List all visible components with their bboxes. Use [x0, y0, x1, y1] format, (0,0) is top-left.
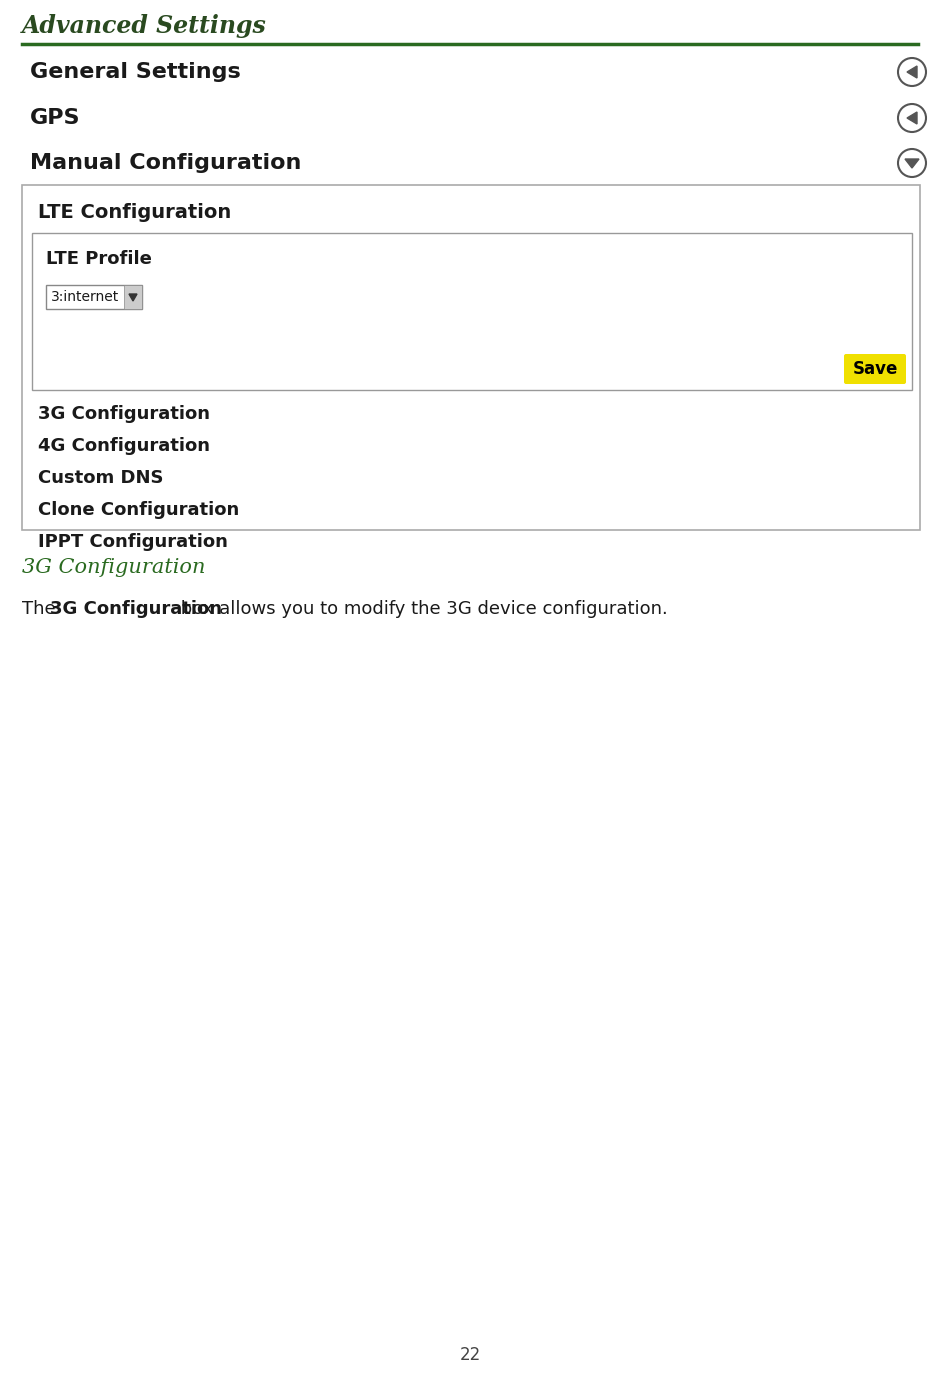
Text: The: The — [22, 600, 61, 618]
Text: Custom DNS: Custom DNS — [38, 470, 164, 487]
Polygon shape — [907, 66, 917, 78]
Text: Manual Configuration: Manual Configuration — [30, 153, 302, 174]
Text: Clone Configuration: Clone Configuration — [38, 501, 240, 519]
Text: 3:internet: 3:internet — [51, 291, 119, 304]
Text: 3G Configuration: 3G Configuration — [22, 558, 206, 577]
Text: 3G Configuration: 3G Configuration — [50, 600, 222, 618]
Text: LTE Profile: LTE Profile — [46, 251, 152, 269]
Text: 3G Configuration: 3G Configuration — [38, 405, 210, 423]
FancyBboxPatch shape — [844, 354, 906, 384]
Text: 4G Configuration: 4G Configuration — [38, 437, 210, 454]
Text: GPS: GPS — [30, 107, 81, 128]
Text: LTE Configuration: LTE Configuration — [38, 202, 231, 222]
Text: Save: Save — [853, 359, 898, 379]
FancyBboxPatch shape — [32, 233, 912, 390]
Polygon shape — [905, 158, 919, 168]
Text: General Settings: General Settings — [30, 62, 241, 83]
FancyBboxPatch shape — [22, 185, 920, 530]
Text: Advanced Settings: Advanced Settings — [22, 14, 267, 39]
Polygon shape — [129, 295, 137, 302]
FancyBboxPatch shape — [46, 285, 142, 308]
Text: IPPT Configuration: IPPT Configuration — [38, 533, 227, 551]
Polygon shape — [907, 112, 917, 124]
Text: 22: 22 — [460, 1345, 480, 1365]
Text: box allows you to modify the 3G device configuration.: box allows you to modify the 3G device c… — [175, 600, 667, 618]
FancyBboxPatch shape — [124, 285, 142, 308]
